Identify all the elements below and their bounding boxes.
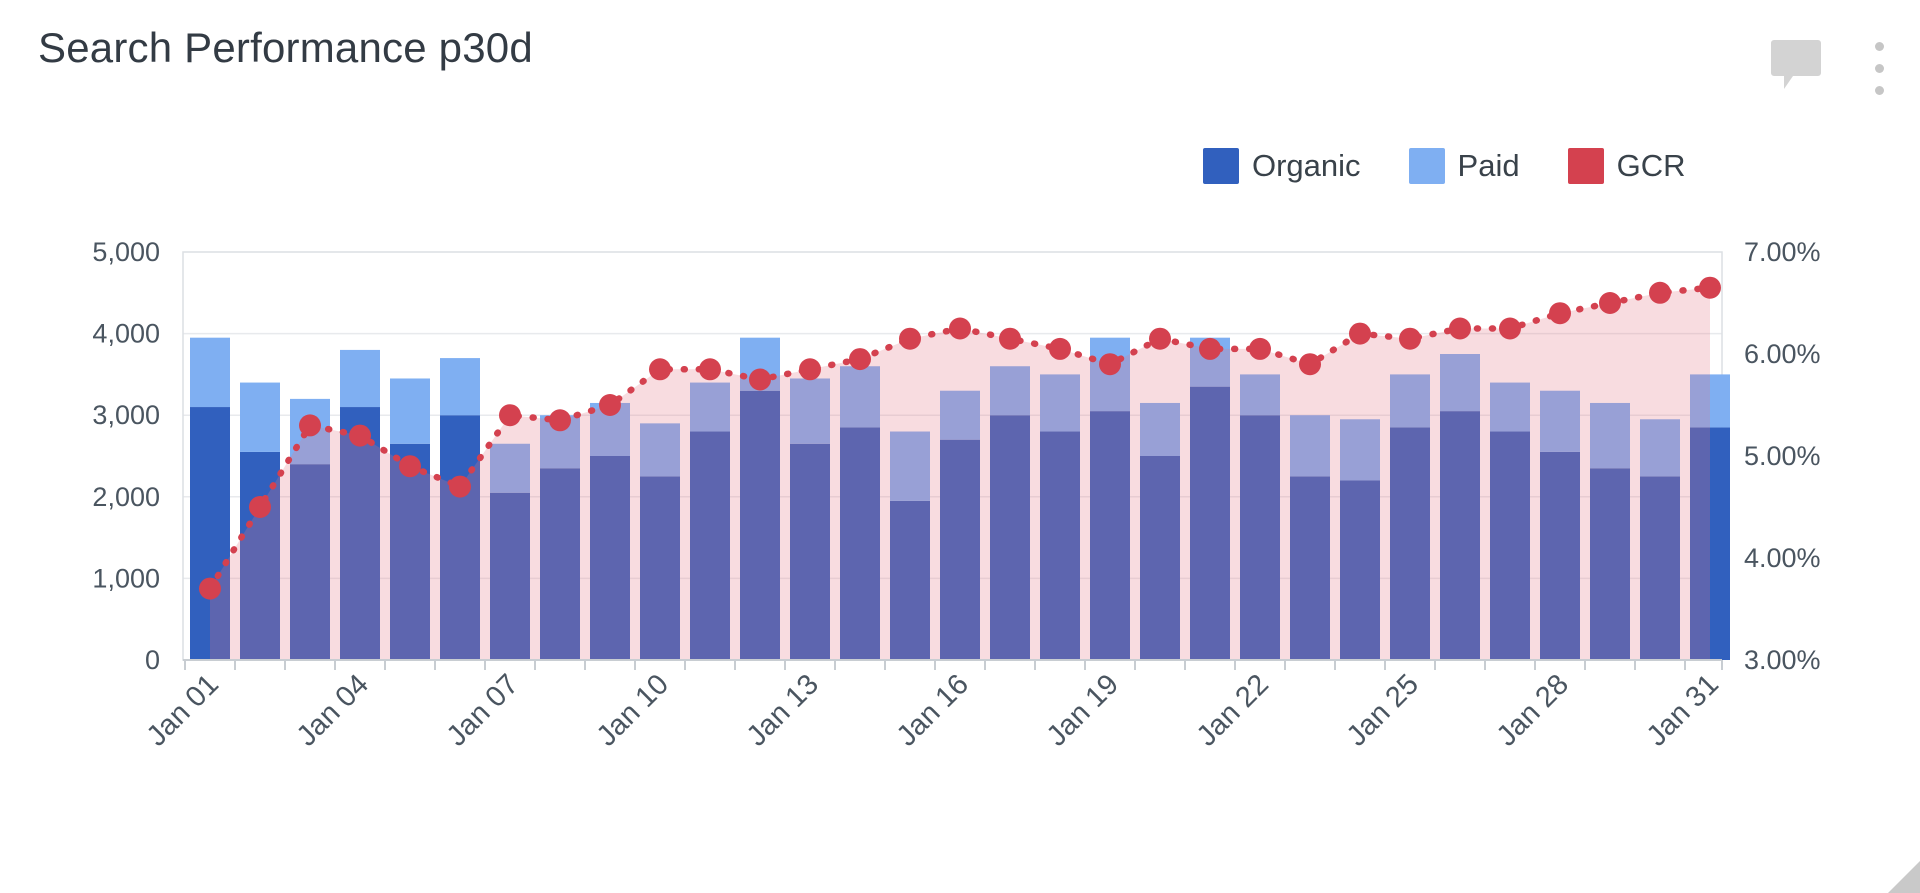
svg-text:Jan 28: Jan 28 <box>1491 668 1575 752</box>
y-axis-left-labels: 0 1,000 2,000 3,000 4,000 5,000 <box>92 237 160 675</box>
paid-swatch <box>1408 148 1445 184</box>
svg-text:7.00%: 7.00% <box>1744 237 1821 267</box>
kebab-menu-icon[interactable] <box>1869 38 1890 99</box>
svg-text:Jan 31: Jan 31 <box>1641 668 1725 752</box>
svg-text:0: 0 <box>145 645 160 675</box>
svg-text:Jan 16: Jan 16 <box>891 668 975 752</box>
widget-header-actions <box>1769 38 1890 99</box>
svg-text:Jan 25: Jan 25 <box>1341 668 1425 752</box>
organic-bars[interactable] <box>190 386 1730 660</box>
svg-text:4,000: 4,000 <box>92 319 160 349</box>
y-axis-right-labels: 3.00% 4.00% 5.00% 6.00% 7.00% <box>1744 237 1821 675</box>
resize-handle-icon[interactable] <box>1888 861 1920 893</box>
widget-title: Search Performance p30d <box>38 24 533 71</box>
svg-text:Jan 07: Jan 07 <box>441 668 525 752</box>
svg-text:Jan 04: Jan 04 <box>291 668 375 752</box>
x-axis-labels: Jan 01 Jan 04 Jan 07 Jan 10 Jan 13 Jan 16 Jan … <box>141 668 1725 752</box>
organic-swatch <box>1203 148 1239 184</box>
svg-text:4.00%: 4.00% <box>1744 543 1821 573</box>
svg-text:3.00%: 3.00% <box>1744 645 1821 675</box>
x-axis-line <box>183 659 1723 670</box>
gcr-area <box>210 287 1710 660</box>
svg-text:Jan 13: Jan 13 <box>741 668 825 752</box>
legend-label: Organic <box>1252 148 1361 183</box>
svg-text:Jan 01: Jan 01 <box>141 668 225 752</box>
svg-text:5,000: 5,000 <box>92 237 160 267</box>
kebab-dot <box>1875 42 1884 51</box>
legend-item-paid[interactable]: Paid <box>1408 148 1520 184</box>
legend-label: Paid <box>1457 148 1520 183</box>
svg-text:Jan 10: Jan 10 <box>591 668 675 752</box>
gcr-markers[interactable] <box>199 276 1721 600</box>
legend-label: GCR <box>1616 148 1686 183</box>
svg-text:Jan 19: Jan 19 <box>1041 668 1125 752</box>
svg-text:3,000: 3,000 <box>92 400 160 430</box>
legend-item-organic[interactable]: Organic <box>1203 148 1361 184</box>
svg-text:6.00%: 6.00% <box>1744 339 1821 369</box>
gcr-swatch <box>1567 148 1604 184</box>
comment-icon[interactable] <box>1769 38 1823 90</box>
svg-text:Jan 22: Jan 22 <box>1191 668 1275 752</box>
svg-text:5.00%: 5.00% <box>1744 441 1821 471</box>
svg-text:2,000: 2,000 <box>92 482 160 512</box>
kebab-dot <box>1875 86 1884 95</box>
svg-text:1,000: 1,000 <box>92 563 160 593</box>
chart-legend: Organic Paid GCR <box>1203 148 1685 184</box>
legend-item-gcr[interactable]: GCR <box>1567 148 1686 184</box>
kebab-dot <box>1875 64 1884 73</box>
